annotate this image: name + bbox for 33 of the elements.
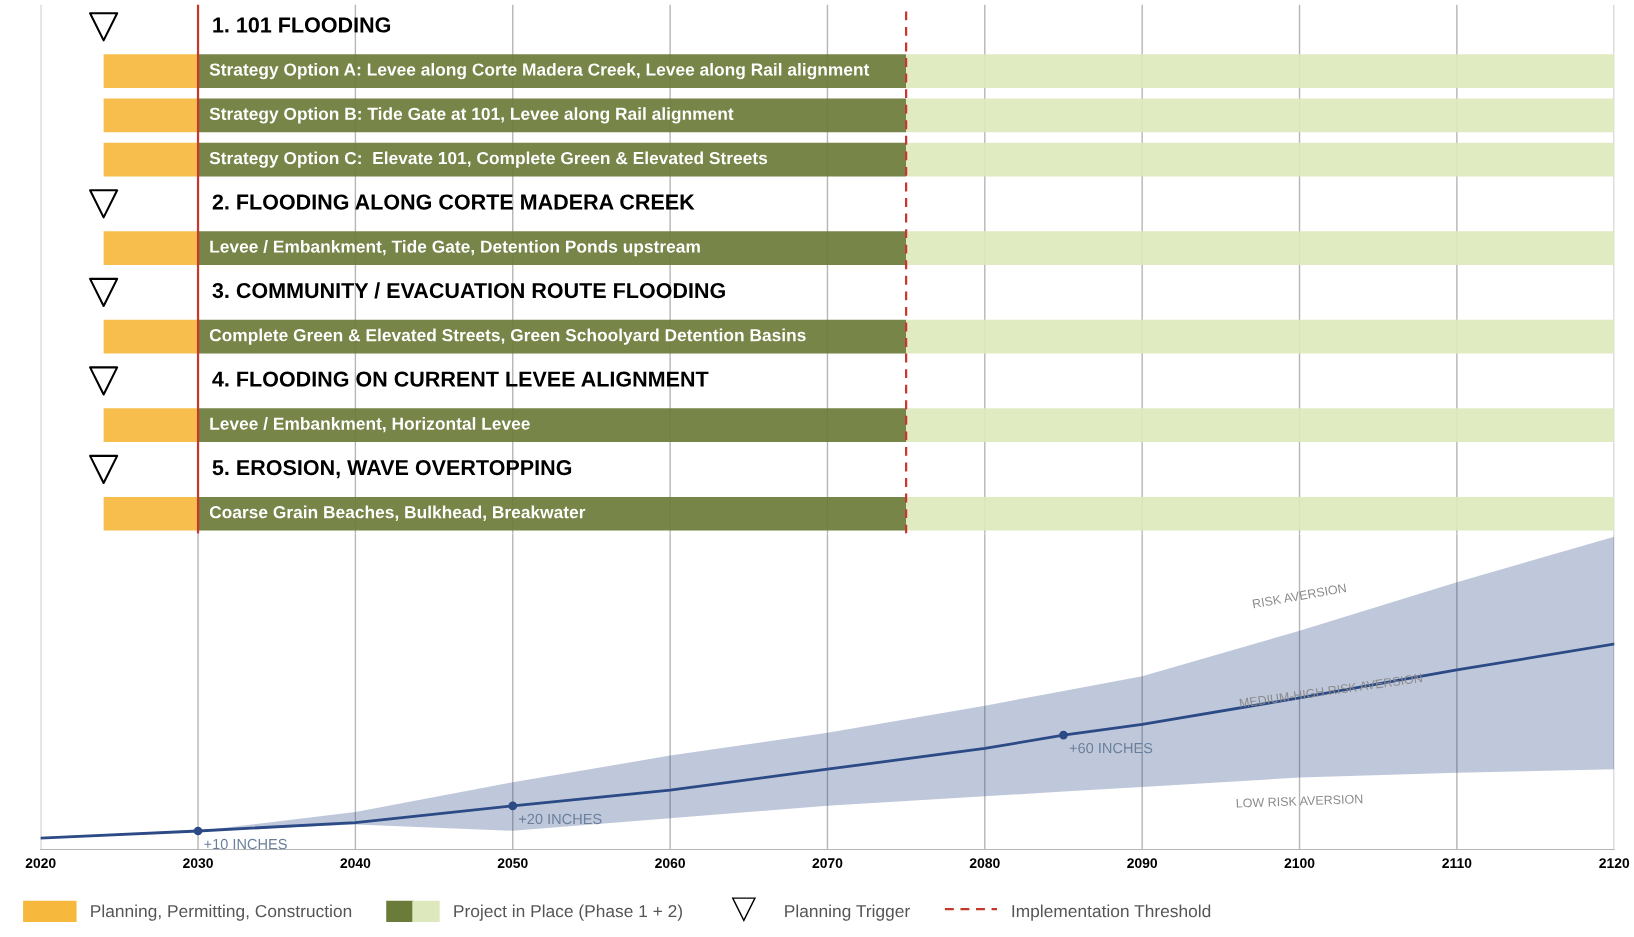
annotation: MEDIUM-HIGH RISK AVERSION [1239,673,1423,708]
annotation: LOW RISK AVERSION [1236,794,1363,808]
x-tick-label: 2090 [1127,858,1158,869]
x-tick-label: 2110 [1442,858,1472,869]
category-label: 5. EROSION, WAVE OVERTOPPING [212,459,572,479]
category-label: 4. FLOODING ON CURRENT LEVEE ALIGNMENT [212,371,709,387]
x-tick-label: 2040 [340,858,371,869]
x-tick-label: 2060 [655,858,685,869]
category-label: Coarse Grain Beaches, Bulkhead, Breakwater [209,505,586,521]
legend-label: Project in Place (Phase 1 + 2) [454,904,682,921]
x-tick-label: 2020 [25,858,56,869]
category-label: Strategy Option B: Tide Gate at 101, Levee along Rail alignment [209,107,734,124]
category-label: Complete Green & Elevated Streets, Green Schoolyard Detention Basins [209,328,806,345]
legend-label: Planning, Permitting, Construction [91,904,352,921]
category-label: 1. 101 FLOODING [213,17,391,33]
annotation: +10 INCHES [204,838,287,850]
x-tick-label: 2080 [969,858,1000,869]
x-tick-label: 2100 [1284,858,1315,869]
category-label: Levee / Embankment, Horizontal Levee [210,417,530,433]
category-label: 2. FLOODING ALONG CORTE MADERA CREEK [212,194,695,210]
category-label: 3. COMMUNITY / EVACUATION ROUTE FLOODING [212,282,725,299]
category-label: Strategy Option A: Levee along Corte Madera Creek, Levee along Rail alignment [209,62,870,80]
x-tick-label: 2030 [183,858,213,869]
annotation: +20 INCHES [519,813,602,825]
x-tick-label: 2070 [812,858,843,869]
category-label: Levee / Embankment, Tide Gate, Detention Ponds upstream [210,240,700,257]
annotation: +60 INCHES [1069,742,1153,754]
legend-label: Implementation Threshold [1012,904,1211,921]
category-label: Strategy Option C: Elevate 101, Complete Green & Elevated Streets [209,151,768,168]
legend-label: Planning Trigger [785,904,910,921]
text: RISK AVERSION [1252,583,1347,609]
x-tick-label: 2050 [497,858,528,869]
x-tick-label: 2120 [1599,858,1630,869]
